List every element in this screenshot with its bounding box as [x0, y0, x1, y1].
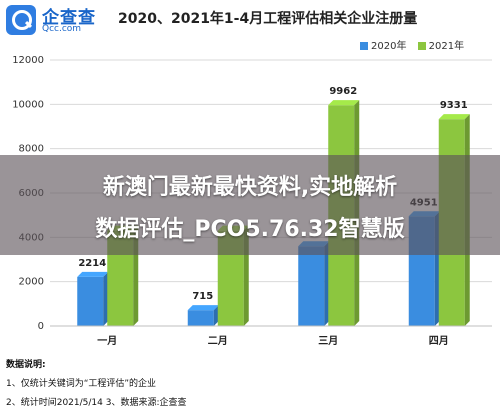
bar-top-2020年-一月	[77, 271, 109, 277]
overlay-text-line-2: 数据评估_PCO5.76.32智慧版	[95, 217, 405, 242]
y-tick-label: 12000	[12, 55, 44, 66]
data-label: 9331	[440, 100, 468, 111]
qcc-logo-icon	[6, 5, 36, 35]
y-tick-label: 2000	[19, 277, 44, 288]
qcc-logo: 企查查 Qcc.com	[6, 3, 126, 37]
chart-legend: 2020年 2021年	[360, 37, 472, 52]
x-category-label: 二月	[208, 335, 228, 347]
notes-line-1: 1、仅统计关键词为“工程评估”的企业	[6, 379, 157, 389]
bar-top-2020年-二月	[187, 305, 219, 311]
chart-title: 2020、2021年1-4月工程评估相关企业注册量	[118, 11, 418, 27]
legend-item-2020: 2020年	[360, 37, 406, 52]
x-category-label: 一月	[97, 335, 117, 347]
notes-line-2: 2、统计时间2021/5/14 3、数据来源:企查查	[6, 398, 187, 408]
y-tick-label: 0	[38, 321, 44, 332]
legend-swatch-2020	[360, 42, 368, 50]
bar-side-2020年-二月	[213, 305, 219, 326]
bar-side-2020年-一月	[103, 271, 109, 326]
x-category-label: 四月	[429, 335, 449, 347]
logo-chinese-text: 企查查	[42, 8, 96, 28]
overlay-text-line-1: 新澳门最新最快资料,实地解析	[102, 175, 398, 200]
data-label: 2214	[78, 258, 106, 269]
bar-2020年-一月	[77, 276, 104, 326]
bar-2020年-二月	[187, 310, 214, 326]
promo-overlay-banner: 新澳门最新最快资料,实地解析 数据评估_PCO5.76.32智慧版	[0, 155, 500, 255]
legend-label-2021: 2021年	[428, 41, 465, 52]
y-tick-label: 8000	[19, 144, 44, 155]
x-category-label: 三月	[318, 335, 338, 347]
bar-top-2021年-三月	[328, 100, 360, 106]
bar-side-2020年-三月	[324, 241, 330, 326]
logo-english-text: Qcc.com	[42, 24, 82, 34]
bar-2020年-三月	[298, 246, 325, 326]
data-notes: 数据说明: 1、仅统计关键词为“工程评估”的企业 2、统计时间2021/5/14…	[6, 356, 187, 413]
legend-swatch-2021	[417, 42, 426, 50]
legend-item-2021: 2021年	[417, 37, 465, 52]
data-label: 715	[192, 291, 213, 302]
notes-title: 数据说明:	[6, 360, 46, 370]
bar-top-2021年-四月	[438, 114, 470, 120]
data-label: 9962	[329, 86, 357, 97]
y-tick-label: 10000	[12, 99, 44, 110]
legend-label-2020: 2020年	[371, 41, 407, 52]
